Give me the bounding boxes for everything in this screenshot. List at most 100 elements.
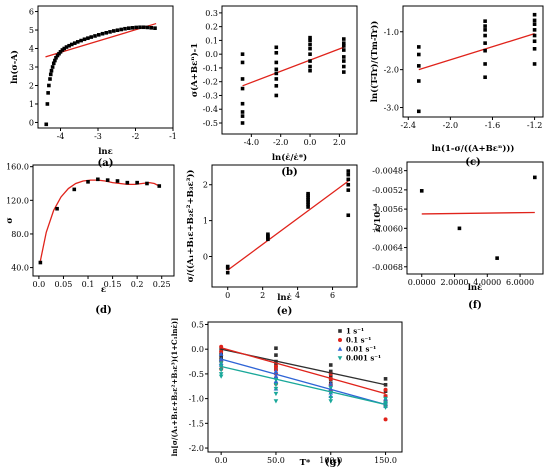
- data-point: [308, 38, 312, 43]
- data-point: [115, 179, 120, 183]
- data-point: [341, 44, 346, 48]
- data-point: [45, 102, 50, 106]
- x-tick-label: 2.0: [333, 138, 346, 147]
- y-tick-label: -0.0052: [372, 186, 403, 195]
- fit-line: [421, 211, 535, 215]
- data-point: [483, 62, 487, 66]
- data-point: [69, 42, 74, 47]
- x-tick-label: -4: [57, 132, 65, 141]
- plot-frame: [402, 5, 544, 118]
- data-point: [274, 45, 279, 50]
- data-point: [125, 180, 130, 185]
- data-point: [119, 27, 124, 32]
- data-point: [49, 68, 54, 73]
- data-point: [532, 28, 537, 32]
- plot-frame: [211, 164, 358, 288]
- legend: 1 s⁻¹0.1 s⁻¹0.01 s⁻¹0.001 s⁻¹: [337, 327, 381, 363]
- data-point: [48, 77, 52, 81]
- legend-entry: 0.1 s⁻¹: [346, 336, 371, 345]
- y-tick-label: -0.0048: [372, 167, 403, 176]
- data-point: [495, 256, 499, 260]
- x-tick-label: 0.0000: [408, 278, 436, 287]
- x-tick-label: 0.2: [131, 280, 144, 289]
- data-point: [341, 64, 346, 69]
- y-tick-label: 5: [29, 26, 34, 35]
- data-point: [218, 351, 224, 356]
- data-point: [308, 64, 312, 69]
- data-point: [105, 178, 110, 182]
- data-point: [483, 48, 487, 53]
- y-tick-label: -0.5: [203, 119, 218, 128]
- data-point: [157, 184, 162, 188]
- data-point: [483, 24, 487, 28]
- fit-line: [39, 179, 160, 261]
- panel-label: (g): [325, 457, 341, 468]
- data-point: [533, 175, 537, 180]
- data-point: [341, 70, 346, 74]
- x-axis-label: lnε: [98, 147, 113, 157]
- y-axis-label: ln((T-Tr)/(Tm-Tr)): [369, 21, 380, 103]
- x-tick-label: -1: [169, 132, 177, 141]
- data-point: [308, 46, 312, 51]
- fit-line: [220, 358, 386, 406]
- data-point: [308, 35, 312, 40]
- y-axis-label: ln(σ-A): [9, 50, 20, 84]
- data-point: [44, 122, 49, 127]
- data-point: [104, 31, 109, 35]
- data-point: [67, 43, 71, 48]
- data-point: [135, 180, 139, 185]
- data-point: [273, 364, 278, 369]
- fit-line: [227, 180, 349, 271]
- panel-f: 0.0000 2.0000 4.0000 6.0000 -0.0068 -0.0064 -0…: [372, 161, 544, 311]
- legend-marker: [338, 338, 342, 342]
- data-point: [273, 369, 279, 374]
- plot-frame: [406, 161, 544, 275]
- y-tick-label: 160.0: [6, 163, 29, 172]
- data-point: [416, 45, 421, 49]
- y-tick-label: 0.3: [205, 9, 218, 18]
- data-point: [123, 26, 127, 31]
- x-tick-label: -1.2: [527, 121, 542, 130]
- data-point: [306, 200, 310, 204]
- x-tick-label: -2.0: [273, 138, 288, 147]
- data-point: [134, 25, 139, 30]
- y-tick-label: -3.0: [384, 104, 399, 113]
- data-point: [383, 417, 388, 422]
- y-tick-label: 6: [29, 8, 34, 17]
- data-point: [93, 34, 97, 38]
- data-point: [82, 37, 87, 42]
- data-point: [341, 55, 346, 59]
- legend-marker: [337, 346, 343, 351]
- data-point: [138, 25, 142, 30]
- y-axis-label: σ/((A₁+B₁ε+B₂ε²+B₃ε³)): [185, 170, 196, 283]
- y-tick-label: 3: [29, 63, 34, 72]
- data-point: [274, 353, 278, 357]
- data-point: [86, 36, 90, 40]
- y-tick-label: 1: [29, 100, 34, 109]
- data-point: [346, 213, 351, 218]
- x-tick-label: 0.25: [153, 280, 171, 289]
- data-point: [96, 177, 100, 182]
- legend-entry: 1 s⁻¹: [346, 327, 364, 336]
- data-point: [308, 68, 312, 73]
- data-point: [308, 42, 312, 47]
- data-point: [266, 232, 270, 237]
- data-point: [115, 28, 120, 33]
- data-point: [328, 369, 333, 374]
- data-point: [240, 121, 245, 125]
- y-axis-label: ln[σ/(A₁+B₁ε+B₂ε²+B₃ε³)(1+C₁lnε̇)]: [170, 318, 179, 457]
- data-point: [416, 109, 421, 114]
- data-point: [274, 67, 279, 72]
- y-tick-label: -2.0: [189, 444, 204, 453]
- x-axis-label: lnε̇: [468, 282, 483, 293]
- data-point: [240, 52, 245, 56]
- y-tick-label: -1.0: [384, 28, 399, 37]
- data-point: [218, 368, 224, 373]
- x-tick-label: -2.4: [401, 121, 416, 130]
- data-point: [240, 77, 245, 81]
- fit-line: [242, 46, 345, 87]
- x-tick-label: 4.0000: [473, 278, 501, 287]
- y-tick-label: 40.0: [11, 264, 29, 273]
- x-tick-label: 2: [260, 291, 265, 300]
